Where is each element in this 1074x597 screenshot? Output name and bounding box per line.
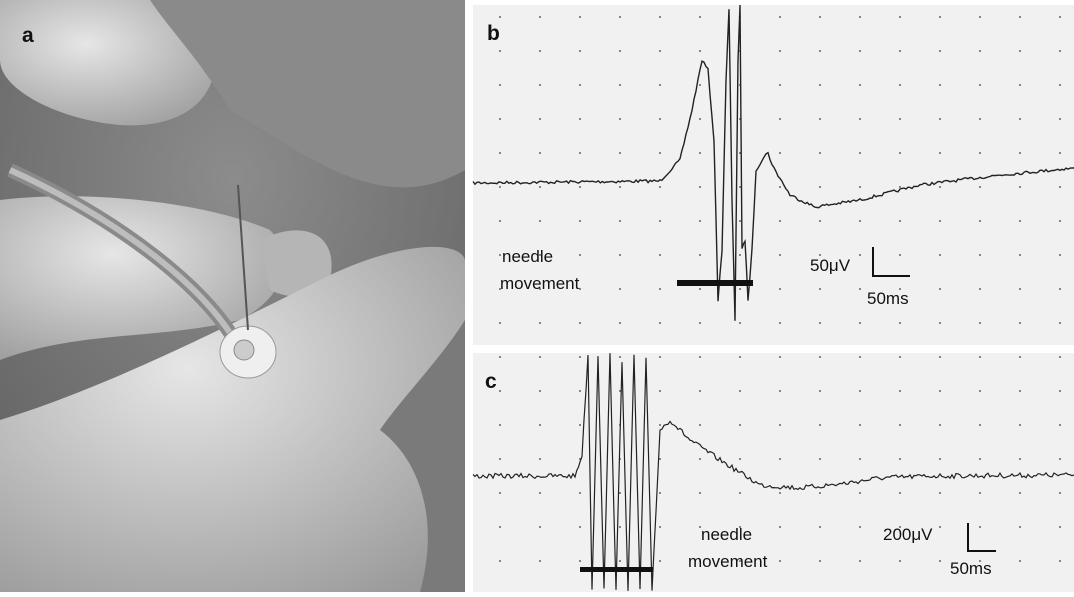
panel-label: c xyxy=(485,370,497,393)
scale-y-label: 200μV xyxy=(883,525,933,544)
panel-c: c needle movement 200μV 50ms xyxy=(473,353,1074,592)
movement-bar xyxy=(677,280,753,286)
scale-y-label: 50μV xyxy=(810,256,851,275)
panel-label: b xyxy=(487,22,500,45)
figure: a b needle movement 50μV 50ms c needle m… xyxy=(0,0,1074,592)
photo: a xyxy=(0,0,465,592)
annotation: movement xyxy=(688,552,768,571)
annotation: movement xyxy=(500,274,580,293)
scale-x-label: 50ms xyxy=(950,559,992,578)
panel-label: a xyxy=(22,24,34,47)
movement-bar xyxy=(580,567,653,572)
annotation: needle xyxy=(701,525,752,544)
scale-x-label: 50ms xyxy=(867,289,909,308)
panel-b: b needle movement 50μV 50ms xyxy=(473,5,1074,345)
annotation: needle xyxy=(502,247,553,266)
